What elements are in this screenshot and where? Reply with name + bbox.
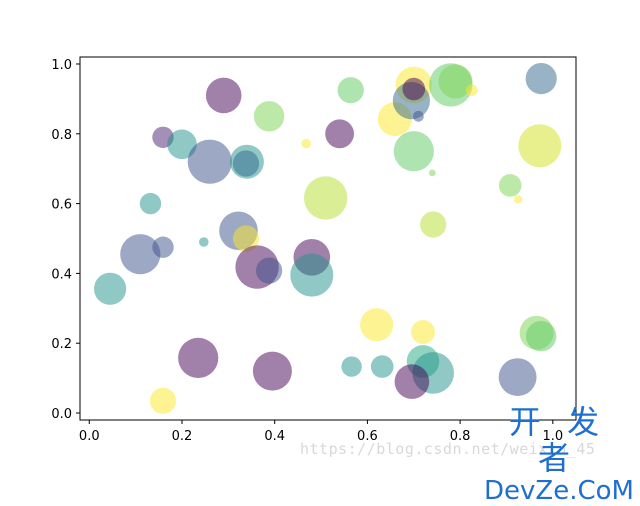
scatter-point-42 bbox=[252, 351, 292, 391]
scatter-point-48 bbox=[498, 358, 537, 396]
scatter-point-21 bbox=[498, 174, 522, 197]
x-tick-label: 0.6 bbox=[357, 429, 378, 444]
x-tick-label: 0.2 bbox=[172, 429, 193, 444]
y-tick-label: 0.8 bbox=[51, 128, 72, 143]
scatter-point-15 bbox=[393, 131, 434, 172]
scatter-point-3 bbox=[187, 139, 232, 184]
scatter-point-35 bbox=[290, 253, 334, 297]
scatter-point-7 bbox=[325, 119, 354, 149]
scatter-point-27 bbox=[120, 234, 161, 275]
scatter-point-49 bbox=[149, 387, 177, 414]
scatter-point-20 bbox=[518, 124, 562, 168]
scatter-point-40 bbox=[526, 321, 557, 352]
scatter-point-38 bbox=[411, 320, 435, 344]
y-tick-label: 0.2 bbox=[51, 337, 72, 352]
scatter-point-29 bbox=[199, 237, 209, 247]
x-tick-label: 0.0 bbox=[79, 429, 100, 444]
scatter-point-47 bbox=[394, 364, 430, 399]
scatter-point-43 bbox=[341, 356, 362, 377]
y-axis: 0.0 0.2 0.4 0.6 0.8 1.0 bbox=[51, 58, 80, 422]
y-tick-label: 1.0 bbox=[51, 58, 72, 73]
scatter-point-13 bbox=[402, 77, 426, 101]
scatter-point-33 bbox=[256, 257, 283, 284]
scatter-point-24 bbox=[420, 211, 447, 238]
scatter-point-18 bbox=[465, 84, 478, 97]
watermark-url: https://blog.csdn.net/weixin_45 bbox=[300, 440, 596, 458]
y-tick-label: 0.6 bbox=[51, 198, 72, 213]
scatter-point-41 bbox=[178, 337, 219, 378]
scatter-point-19 bbox=[525, 63, 557, 95]
points-layer bbox=[94, 63, 562, 414]
scatter-point-0 bbox=[205, 77, 242, 114]
scatter-point-17 bbox=[438, 64, 473, 99]
brand-cn: 开 发 者 bbox=[508, 403, 608, 477]
scatter-point-5 bbox=[232, 150, 260, 177]
scatter-point-44 bbox=[370, 355, 394, 378]
scatter-point-37 bbox=[360, 308, 394, 342]
scatter-point-2 bbox=[167, 129, 197, 160]
y-tick-label: 0.4 bbox=[51, 267, 72, 282]
x-tick-label: 0.8 bbox=[450, 429, 471, 444]
scatter-chart: 0.0 0.2 0.4 0.6 0.8 1.0 0.0 0.2 0.4 0.6 0.8 1.0 bbox=[51, 56, 577, 444]
scatter-point-14 bbox=[413, 110, 424, 122]
y-tick-label: 0.0 bbox=[51, 407, 72, 422]
x-tick-label: 1.0 bbox=[542, 429, 563, 444]
scatter-point-26 bbox=[139, 192, 162, 215]
scatter-point-28 bbox=[152, 236, 174, 258]
scatter-point-22 bbox=[513, 195, 523, 204]
brand-en: DevZe.CoM bbox=[484, 476, 634, 506]
brand-logo: 开 发 者 DevZe.CoM bbox=[484, 403, 634, 506]
x-tick-label: 0.4 bbox=[264, 429, 285, 444]
plot-frame bbox=[79, 56, 577, 421]
scatter-point-23 bbox=[304, 176, 348, 220]
scatter-point-31 bbox=[232, 225, 260, 252]
scatter-point-36 bbox=[94, 272, 127, 305]
scatter-point-9 bbox=[301, 138, 312, 149]
scatter-point-8 bbox=[337, 77, 364, 104]
x-axis: 0.0 0.2 0.4 0.6 0.8 1.0 bbox=[79, 420, 563, 444]
scatter-point-6 bbox=[253, 101, 285, 132]
scatter-point-25 bbox=[428, 169, 436, 177]
